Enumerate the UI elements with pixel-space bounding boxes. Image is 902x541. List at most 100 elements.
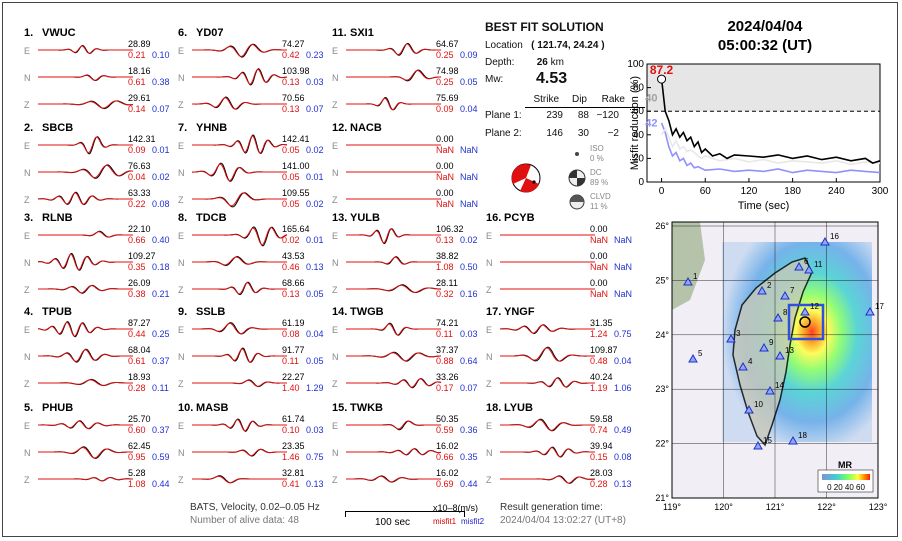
epicenter-marker bbox=[799, 316, 811, 328]
misfit2-value: NaN bbox=[460, 172, 478, 182]
misfit2-value: 0.07 bbox=[460, 383, 478, 393]
observed-trace bbox=[192, 226, 288, 247]
station-number: 4. bbox=[24, 306, 33, 318]
misfit1-value: NaN bbox=[590, 235, 608, 245]
synthetic-trace bbox=[500, 419, 595, 431]
y-tick-label: 100 bbox=[627, 59, 644, 70]
plane2-strike: 146 bbox=[546, 128, 563, 139]
mr-colorbar: MR 0 20 40 60 bbox=[817, 460, 874, 493]
dc-icon-fill bbox=[569, 170, 585, 186]
station-number: 15. bbox=[332, 402, 347, 414]
amplitude-value: 43.53 bbox=[282, 251, 305, 261]
station-map-label: 10 bbox=[754, 400, 763, 409]
station-number: 1. bbox=[24, 27, 33, 39]
longitude-label: 120° bbox=[714, 502, 733, 512]
misfit1-value: 0.25 bbox=[436, 77, 454, 87]
clvd-label: CLVD bbox=[590, 192, 611, 201]
observed-trace bbox=[192, 255, 287, 267]
misfit2-value: 0.08 bbox=[152, 199, 170, 209]
misfit2-value: 0.02 bbox=[152, 172, 170, 182]
location-line: Location ( 121.74, 24.24 ) bbox=[485, 40, 605, 51]
station-number: 3. bbox=[24, 212, 33, 224]
component-label: N bbox=[486, 258, 493, 268]
misfit1-value: 0.13 bbox=[436, 235, 454, 245]
station-panel-rlnb: 3. RLNB E 22.100.66 0.40 N 109.270.35 0.18 Z 26.0… bbox=[24, 212, 170, 299]
misfit1-value: 0.02 bbox=[282, 235, 300, 245]
misfit2-value: 0.25 bbox=[152, 329, 170, 339]
y-axis-label: Misfit reduction (%) bbox=[629, 76, 641, 170]
component-label: N bbox=[24, 168, 31, 178]
station-name: PHUB bbox=[42, 402, 73, 414]
misfit2-value: 0.04 bbox=[614, 356, 632, 366]
depth-value: 26 bbox=[536, 57, 548, 68]
y-tick-label: 40 bbox=[633, 130, 645, 141]
component-label: E bbox=[178, 141, 184, 151]
misfit1-value: 0.09 bbox=[436, 104, 454, 114]
amplitude-value: 87.27 bbox=[128, 318, 151, 328]
amplitude-value: 64.67 bbox=[436, 39, 459, 49]
misfit2-value: 0.50 bbox=[460, 262, 478, 272]
origin-date: 2024/04/04 bbox=[727, 18, 803, 35]
iso-value: 0 % bbox=[590, 154, 604, 163]
footer-filter-info: BATS, Velocity, 0.02–0.05 Hz bbox=[190, 502, 320, 513]
synthetic-trace bbox=[38, 477, 133, 482]
synthetic-trace bbox=[191, 163, 287, 182]
synthetic-trace bbox=[500, 447, 595, 458]
amplitude-value: 39.94 bbox=[590, 441, 613, 451]
station-panel-yngf: 17. YNGF E 31.351.24 0.75 N 109.870.48 0.04 Z 40.… bbox=[486, 306, 632, 393]
synthetic-trace bbox=[346, 352, 442, 362]
synthetic-trace bbox=[38, 165, 134, 178]
misfit1-value: 0.44 bbox=[128, 329, 146, 339]
misfit1-value: 0.13 bbox=[282, 289, 300, 299]
misfit1-value: 0.22 bbox=[128, 199, 146, 209]
misfit1-value: 0.88 bbox=[436, 356, 454, 366]
station-triangle bbox=[759, 342, 769, 352]
station-number: 14. bbox=[332, 306, 347, 318]
clvd-value: 11 % bbox=[590, 202, 608, 211]
station-triangle bbox=[726, 333, 736, 343]
misfit1-value: 0.35 bbox=[128, 262, 146, 272]
misfit1-value: 0.61 bbox=[128, 77, 146, 87]
synthetic-trace bbox=[38, 231, 133, 238]
synthetic-trace bbox=[38, 45, 133, 54]
amplitude-value: 5.28 bbox=[128, 468, 146, 478]
misfit1-value: NaN bbox=[436, 199, 454, 209]
synthetic-trace bbox=[38, 136, 133, 154]
amplitude-value: 109.87 bbox=[590, 345, 618, 355]
longitude-label: 122° bbox=[817, 502, 836, 512]
component-label: N bbox=[24, 258, 31, 268]
observed-trace bbox=[192, 281, 287, 295]
mw-value: 4.53 bbox=[536, 70, 568, 87]
component-label: Z bbox=[178, 379, 184, 389]
station-number: 12. bbox=[332, 122, 347, 134]
station-triangle bbox=[820, 236, 830, 246]
misfit2-value: 0.13 bbox=[306, 479, 324, 489]
misfit1-value: NaN bbox=[436, 145, 454, 155]
synthetic-trace bbox=[192, 322, 287, 335]
component-label: Z bbox=[178, 100, 184, 110]
amplitude-value: 91.77 bbox=[282, 345, 305, 355]
station-panel-twgb: 14. TWGB E 74.210.11 0.03 N 37.370.88 0.64 Z 33.2… bbox=[332, 306, 478, 393]
synthetic-trace bbox=[192, 68, 288, 85]
amplitude-value: 0.00 bbox=[590, 278, 608, 288]
station-name: YHNB bbox=[196, 122, 227, 134]
iso-label: ISO bbox=[590, 144, 604, 153]
component-label: N bbox=[332, 73, 339, 83]
latitude-label: 25° bbox=[655, 275, 669, 285]
station-number: 7. bbox=[178, 122, 187, 134]
latitude-label: 22° bbox=[655, 439, 669, 449]
plane2-dip: 30 bbox=[577, 128, 589, 139]
amplitude-value: 106.32 bbox=[436, 224, 464, 234]
amplitude-value: 103.98 bbox=[282, 66, 310, 76]
amplitude-value: 32.81 bbox=[282, 468, 305, 478]
misfit-series-line bbox=[660, 127, 881, 166]
synthetic-trace bbox=[38, 349, 133, 362]
colorbar-title: MR bbox=[838, 460, 852, 470]
synthetic-trace bbox=[192, 256, 287, 266]
misfit2-value: 0.36 bbox=[460, 425, 478, 435]
latitude-label: 21° bbox=[655, 493, 669, 503]
amplitude-value: 59.58 bbox=[590, 414, 613, 424]
component-label: Z bbox=[178, 475, 184, 485]
